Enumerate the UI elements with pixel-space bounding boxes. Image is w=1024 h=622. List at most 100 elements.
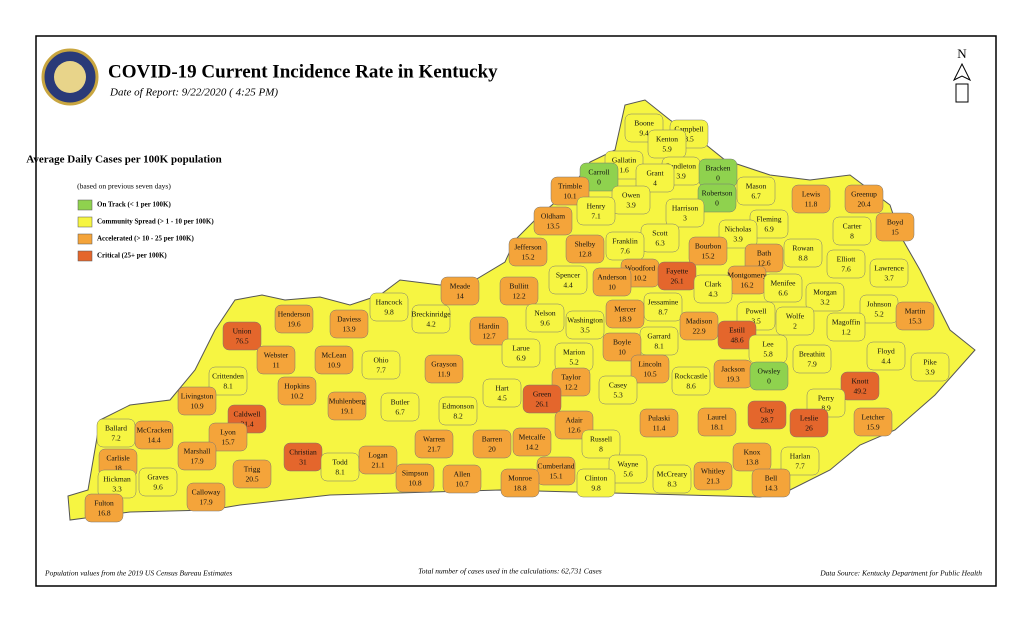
- county-value: 10.8: [408, 479, 421, 488]
- county-area: [875, 212, 915, 242]
- county-value: 49.2: [853, 387, 866, 396]
- legend-label: Community Spread (> 1 - 10 per 100K): [97, 218, 214, 226]
- county-name: Jefferson: [514, 243, 542, 252]
- county-area: [853, 407, 893, 437]
- county-name: Fleming: [756, 215, 781, 224]
- county-value: 0: [767, 377, 771, 386]
- county-value: 8.7: [658, 308, 668, 317]
- compass-label: N: [957, 46, 967, 61]
- county-value: 18.9: [618, 315, 631, 324]
- county-area: [598, 375, 638, 405]
- county-area: [775, 306, 815, 336]
- county-name: Hancock: [376, 298, 403, 307]
- county-value: 14.2: [525, 443, 538, 452]
- county-name: Scott: [652, 229, 668, 238]
- county-name: Nelson: [534, 309, 555, 318]
- county-area: [414, 429, 454, 459]
- county-name: Bourbon: [695, 242, 722, 251]
- county-name: Cumberland: [537, 462, 574, 471]
- county-area: [751, 468, 791, 498]
- county-value: 13.9: [342, 325, 355, 334]
- county-area: [369, 292, 409, 322]
- county-name: Hart: [495, 384, 509, 393]
- county-area: [671, 366, 711, 396]
- county-name: Garrard: [647, 332, 671, 341]
- county-name: Muhlenberg: [329, 397, 366, 406]
- county-area: [358, 445, 398, 475]
- legend-title: Average Daily Cases per 100K population: [26, 154, 221, 166]
- county-name: Livingston: [181, 392, 214, 401]
- county-name: Montgomery: [727, 271, 766, 280]
- county-value: 4.5: [497, 394, 507, 403]
- county-value: 15.2: [701, 252, 714, 261]
- county-area: [208, 422, 248, 452]
- county-name: Anderson: [597, 273, 626, 282]
- county-area: [732, 442, 772, 472]
- county-name: Lewis: [802, 190, 820, 199]
- county-area: [592, 267, 632, 297]
- county-area: [826, 312, 866, 342]
- county-value: 10.9: [327, 361, 340, 370]
- county-value: 13.8: [745, 458, 758, 467]
- county-value: 26.1: [670, 277, 683, 286]
- county-area: [274, 304, 314, 334]
- county-name: Adair: [565, 416, 583, 425]
- county-name: Martin: [905, 307, 926, 316]
- county-value: 9.8: [591, 484, 601, 493]
- county-name: Crittenden: [212, 372, 244, 381]
- county-area: [533, 206, 573, 236]
- county-value: 10.2: [290, 392, 303, 401]
- legend-swatch: [77, 250, 93, 262]
- county-value: 12.2: [512, 292, 525, 301]
- legend-swatch: [77, 199, 93, 211]
- county-value: 9.4: [639, 129, 649, 138]
- county-value: 13.5: [546, 222, 559, 231]
- county-area: [736, 176, 776, 206]
- county-value: 8.3: [667, 480, 677, 489]
- county-value: 19.1: [340, 407, 353, 416]
- county-value: 17.9: [199, 498, 212, 507]
- county-value: 6.7: [751, 192, 761, 201]
- county-name: Boone: [634, 119, 654, 128]
- county-area: [791, 184, 831, 214]
- county-value: 7.1: [591, 212, 601, 221]
- county-area: [840, 371, 880, 401]
- county-name: Oldham: [541, 212, 565, 221]
- county-name: Hickman: [103, 475, 131, 484]
- county-area: [186, 482, 226, 512]
- county-name: Breckinridge: [411, 310, 451, 319]
- county-name: Robertson: [702, 189, 733, 198]
- county-area: [783, 238, 823, 268]
- county-area: [134, 420, 174, 450]
- county-value: 5.2: [569, 358, 579, 367]
- county-name: Simpson: [402, 469, 429, 478]
- county-value: 0: [716, 174, 720, 183]
- county-area: [895, 301, 935, 331]
- county-area: [499, 276, 539, 306]
- county-value: 19.6: [287, 320, 300, 329]
- county-area: [789, 408, 829, 438]
- county-value: 9.8: [384, 308, 394, 317]
- county-value: 11: [272, 361, 279, 370]
- county-value: 10: [618, 348, 626, 357]
- county-value: 5.2: [874, 310, 884, 319]
- county-name: Trigg: [244, 465, 261, 474]
- county-value: 4.4: [563, 281, 573, 290]
- footer-left: Population values from the 2019 US Censu…: [44, 569, 232, 578]
- county-value: 1.2: [841, 328, 851, 337]
- county-name: Menifee: [771, 279, 797, 288]
- county-name: Knott: [851, 377, 869, 386]
- county-name: Trimble: [558, 182, 583, 191]
- county-value: 1.6: [619, 166, 629, 175]
- county-area: [630, 354, 670, 384]
- county-value: 7.9: [807, 360, 817, 369]
- county-value: 31: [299, 458, 307, 467]
- county-name: Larue: [512, 344, 530, 353]
- county-name: Edmonson: [442, 402, 474, 411]
- county-value: 6.9: [516, 354, 526, 363]
- county-value: 21.1: [371, 461, 384, 470]
- county-value: 31.4: [240, 420, 253, 429]
- county-value: 19.3: [726, 375, 739, 384]
- county-value: 3.5: [580, 326, 590, 335]
- legend-label: On Track (< 1 per 100K): [97, 201, 171, 209]
